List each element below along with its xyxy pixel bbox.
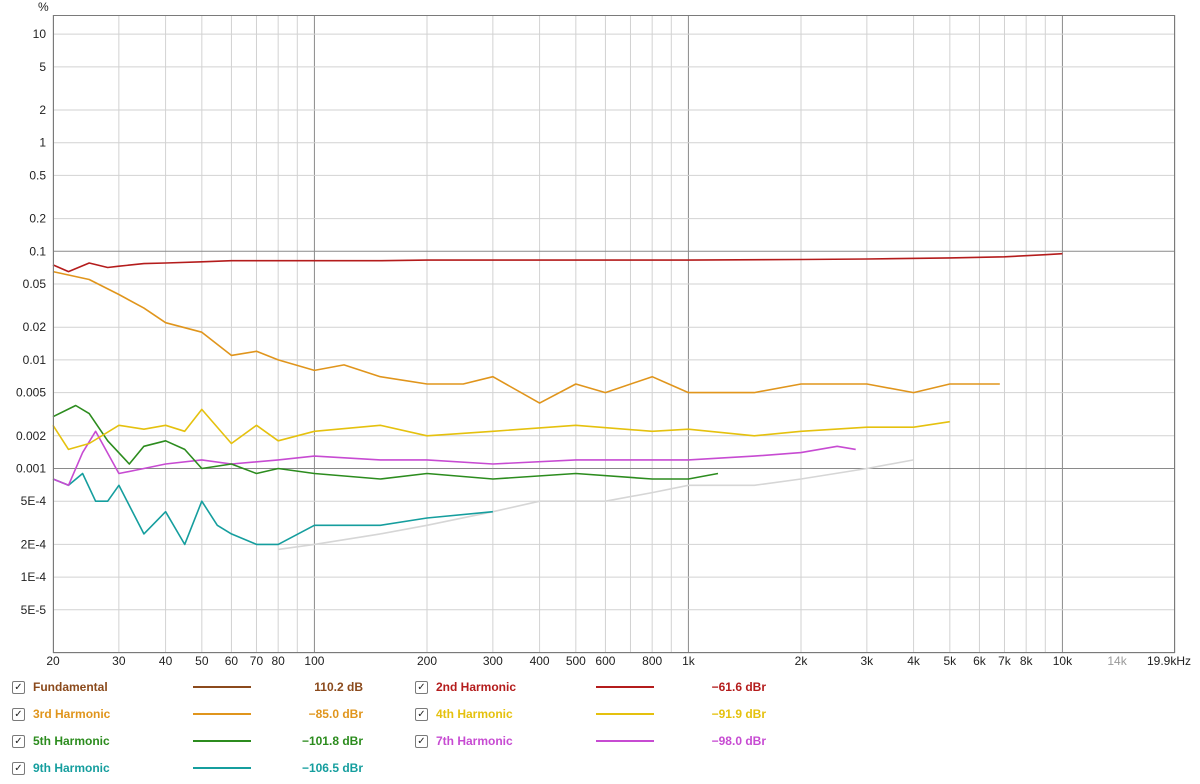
x-tick-label: 300 — [483, 654, 503, 668]
x-tick-label: 30 — [112, 654, 126, 668]
legend-swatch — [193, 713, 251, 715]
9th-harmonic-line — [52, 472, 493, 546]
x-tick-label: 19.9kHz — [1147, 654, 1191, 668]
y-tick-labels: 10 5 2 1 0.5 0.2 0.1 0.05 0.02 0.01 0.005 0.002 0.00… — [16, 27, 46, 617]
legend-value: −91.9 dBr — [711, 707, 766, 721]
legend-value: −106.5 dBr — [301, 761, 363, 775]
y-tick-label: 0.2 — [29, 212, 46, 226]
legend-value: −85.0 dBr — [308, 707, 363, 721]
x-tick-label: 4k — [907, 654, 921, 668]
harmonic-distortion-chart: 10 5 2 1 0.5 0.2 0.1 0.05 0.02 0.01 0.005 0.002 0.00… — [16, 0, 1191, 668]
y-tick-label: 5 — [39, 60, 46, 74]
x-tick-label: 6k — [973, 654, 987, 668]
x-tick-label: 50 — [195, 654, 209, 668]
x-tick-label: 80 — [271, 654, 285, 668]
3rd-harmonic-checkbox[interactable]: ✓ — [12, 707, 25, 721]
2nd-harmonic-checkbox[interactable]: ✓ — [415, 680, 428, 694]
plot-border — [53, 15, 1175, 653]
y-tick-label: 1E-4 — [21, 570, 47, 584]
x-tick-label: 20 — [46, 654, 60, 668]
2nd-harmonic-line — [52, 252, 1063, 273]
x-tick-label: 5k — [943, 654, 957, 668]
legend-item-5th-harmonic[interactable]: ✓ 5th Harmonic −101.8 dBr — [12, 731, 363, 751]
legend-swatch — [193, 686, 251, 688]
series-layer — [52, 252, 1063, 551]
legend-item-7th-harmonic[interactable]: ✓ 7th Harmonic −98.0 dBr — [415, 731, 766, 751]
legend-item-2nd-harmonic[interactable]: ✓ 2nd Harmonic −61.6 dBr — [415, 677, 766, 697]
legend-label: 3rd Harmonic — [33, 707, 111, 721]
5th-harmonic-checkbox[interactable]: ✓ — [12, 734, 25, 748]
x-tick-label: 800 — [642, 654, 662, 668]
legend-item-9th-harmonic[interactable]: ✓ 9th Harmonic −106.5 dBr — [12, 758, 363, 778]
x-tick-label: 60 — [225, 654, 239, 668]
legend: ✓ Fundamental 110.2 dB ✓ 2nd Harmonic −6… — [0, 676, 1200, 784]
y-tick-label: 0.5 — [29, 168, 46, 182]
y-tick-label: 1 — [39, 136, 46, 150]
y-tick-label: 10 — [33, 27, 47, 41]
x-tick-label: 7k — [998, 654, 1012, 668]
y-tick-label: 0.1 — [29, 244, 46, 258]
y-axis-label: % — [38, 0, 49, 14]
x-tick-label: 40 — [159, 654, 173, 668]
legend-swatch — [193, 740, 251, 742]
x-tick-label: 400 — [530, 654, 550, 668]
7th-harmonic-line — [52, 430, 856, 487]
legend-label: 9th Harmonic — [33, 761, 110, 775]
x-tick-label: 3k — [861, 654, 875, 668]
y-tick-label: 0.02 — [23, 320, 47, 334]
legend-swatch — [596, 713, 654, 715]
legend-swatch — [596, 686, 654, 688]
residual-line — [278, 459, 914, 551]
legend-label: 4th Harmonic — [436, 707, 513, 721]
3rd-harmonic-line — [52, 270, 1000, 404]
y-tick-label: 5E-4 — [21, 494, 47, 508]
y-tick-label: 0.001 — [16, 462, 46, 476]
x-tick-label: 70 — [250, 654, 264, 668]
x-tick-label: 10k — [1053, 654, 1073, 668]
x-tick-label: 100 — [304, 654, 324, 668]
y-tick-label: 0.005 — [16, 386, 46, 400]
legend-label: 7th Harmonic — [436, 734, 513, 748]
5th-harmonic-line — [52, 404, 719, 480]
legend-item-4th-harmonic[interactable]: ✓ 4th Harmonic −91.9 dBr — [415, 704, 766, 724]
legend-label: 2nd Harmonic — [436, 680, 517, 694]
9th-harmonic-checkbox[interactable]: ✓ — [12, 761, 25, 775]
legend-item-fundamental[interactable]: ✓ Fundamental 110.2 dB — [12, 677, 363, 697]
x-tick-label: 600 — [595, 654, 615, 668]
7th-harmonic-checkbox[interactable]: ✓ — [415, 734, 428, 748]
x-tick-label: 2k — [795, 654, 809, 668]
y-tick-label: 5E-5 — [21, 603, 47, 617]
x-tick-label: 14k — [1107, 654, 1127, 668]
y-tick-label: 0.05 — [23, 277, 47, 291]
fundamental-checkbox[interactable]: ✓ — [12, 680, 25, 694]
legend-swatch — [596, 740, 654, 742]
y-tick-label: 0.002 — [16, 429, 46, 443]
legend-label: 5th Harmonic — [33, 734, 110, 748]
plot-area — [53, 15, 1175, 653]
legend-value: 110.2 dB — [314, 680, 363, 694]
x-tick-label: 500 — [566, 654, 586, 668]
y-tick-label: 2 — [39, 103, 46, 117]
legend-value: −101.8 dBr — [301, 734, 363, 748]
legend-swatch — [193, 767, 251, 769]
4th-harmonic-line — [52, 408, 950, 451]
4th-harmonic-checkbox[interactable]: ✓ — [415, 707, 428, 721]
x-tick-labels: 20 30 40 50 60 70 80 100 200 300 400 500 600 800 1k 2k 3… — [46, 654, 1191, 668]
x-tick-label: 1k — [682, 654, 696, 668]
legend-value: −61.6 dBr — [711, 680, 766, 694]
y-tick-label: 0.01 — [23, 353, 47, 367]
legend-item-3rd-harmonic[interactable]: ✓ 3rd Harmonic −85.0 dBr — [12, 704, 363, 724]
y-tick-label: 2E-4 — [21, 537, 47, 551]
x-tick-label: 200 — [417, 654, 437, 668]
legend-value: −98.0 dBr — [711, 734, 766, 748]
x-tick-label: 8k — [1020, 654, 1034, 668]
legend-label: Fundamental — [33, 680, 108, 694]
